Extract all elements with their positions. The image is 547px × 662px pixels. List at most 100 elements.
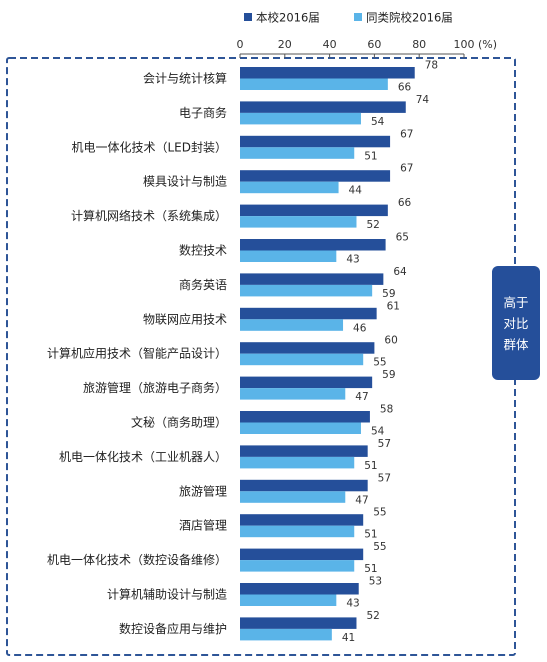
value-label: 65 xyxy=(396,232,409,244)
value-label: 78 xyxy=(425,60,438,72)
bar-peer xyxy=(240,628,332,641)
value-label: 46 xyxy=(353,322,367,334)
legend-label: 同类院校2016届 xyxy=(366,11,453,25)
x-axis-unit: (%) xyxy=(478,38,497,51)
bar-school xyxy=(240,170,391,182)
value-label: 61 xyxy=(387,300,400,312)
value-label: 53 xyxy=(369,576,382,588)
category-label: 酒店管理 xyxy=(179,518,227,533)
bar-peer xyxy=(240,284,373,297)
legend-label: 本校2016届 xyxy=(256,11,320,25)
bar-peer xyxy=(240,491,346,503)
category-label: 机电一体化技术（LED封装） xyxy=(71,140,227,154)
bar-peer xyxy=(240,525,355,538)
category-label: 数控技术 xyxy=(179,243,227,258)
value-label: 55 xyxy=(373,541,386,553)
bar-school xyxy=(240,101,406,113)
bar-school xyxy=(240,135,391,148)
bar-school xyxy=(240,307,377,320)
highlight-badge-text: 高于对比群体 xyxy=(503,294,529,352)
bar-school xyxy=(240,479,368,492)
category-label: 数控设备应用与维护 xyxy=(119,621,227,636)
category-label: 电子商务 xyxy=(179,105,227,120)
value-label: 44 xyxy=(349,185,363,197)
bar-school xyxy=(240,204,388,217)
value-label: 59 xyxy=(382,369,395,381)
bar-school xyxy=(240,67,415,79)
category-label: 旅游管理 xyxy=(179,483,227,498)
category-label: 计算机辅助设计与制造 xyxy=(107,587,227,602)
value-label: 67 xyxy=(400,128,413,140)
category-label: 计算机网络技术（系统集成） xyxy=(71,208,227,223)
bar-peer xyxy=(240,216,357,228)
bar-peer xyxy=(240,78,388,90)
bar-peer xyxy=(240,422,361,434)
bar-school xyxy=(240,548,364,561)
bar-peer xyxy=(240,147,355,159)
bar-school xyxy=(240,514,364,526)
bar-peer xyxy=(240,319,344,331)
bar-peer xyxy=(240,594,337,606)
bar-school xyxy=(240,342,375,354)
bars-group: 会计与统计核算 78 66 电子商务 74 54 机电一体化技术（LED封装） 67 51 模具设… xyxy=(47,60,438,644)
bar-peer xyxy=(240,181,339,194)
bar-school xyxy=(240,239,386,251)
x-tick-label: 100 xyxy=(454,38,475,51)
value-label: 57 xyxy=(378,472,391,484)
x-tick-label: 20 xyxy=(278,38,292,51)
x-tick-label: 60 xyxy=(367,38,381,51)
value-label: 57 xyxy=(378,438,391,450)
category-label: 文秘（商务助理） xyxy=(131,415,227,430)
category-label: 机电一体化技术（工业机器人） xyxy=(59,450,227,464)
value-label: 55 xyxy=(373,357,386,369)
value-label: 51 xyxy=(364,150,377,162)
value-label: 51 xyxy=(364,460,377,472)
x-tick-label: 0 xyxy=(237,38,244,51)
bar-peer xyxy=(240,456,355,469)
category-label: 旅游管理（旅游电子商务） xyxy=(83,380,227,395)
value-label: 47 xyxy=(355,494,368,506)
bar-peer xyxy=(240,353,364,366)
category-label: 物联网应用技术 xyxy=(143,311,227,326)
value-label: 47 xyxy=(355,391,368,403)
value-label: 67 xyxy=(400,163,413,175)
bar-peer xyxy=(240,112,361,125)
value-label: 60 xyxy=(384,335,397,347)
value-label: 54 xyxy=(371,426,385,438)
bar-peer xyxy=(240,388,346,400)
value-label: 64 xyxy=(393,266,407,278)
value-label: 52 xyxy=(366,610,379,622)
bar-school xyxy=(240,411,370,423)
highlight-badge: 高于对比群体 xyxy=(492,266,540,380)
value-label: 51 xyxy=(364,529,377,541)
legend-swatch xyxy=(244,13,252,21)
value-label: 55 xyxy=(373,507,386,519)
bar-school xyxy=(240,376,373,389)
value-label: 54 xyxy=(371,116,385,128)
category-label: 计算机应用技术（智能产品设计） xyxy=(47,346,227,361)
value-label: 43 xyxy=(346,598,359,610)
category-label: 会计与统计核算 xyxy=(143,71,227,86)
category-label: 机电一体化技术（数控设备维修） xyxy=(47,552,227,567)
value-label: 74 xyxy=(416,94,430,106)
value-label: 43 xyxy=(346,254,359,266)
value-label: 59 xyxy=(382,288,395,300)
value-label: 66 xyxy=(398,82,412,94)
bar-school xyxy=(240,583,359,595)
category-label: 模具设计与制造 xyxy=(143,175,227,189)
bar-peer xyxy=(240,250,337,262)
bar-school xyxy=(240,617,357,629)
category-label: 商务英语 xyxy=(179,277,227,292)
bar-school xyxy=(240,445,368,457)
x-tick-label: 40 xyxy=(323,38,337,51)
value-label: 52 xyxy=(366,219,379,231)
bar-school xyxy=(240,273,384,285)
value-label: 41 xyxy=(342,632,355,644)
legend: 本校2016届 同类院校2016届 xyxy=(244,11,453,25)
value-label: 58 xyxy=(380,404,393,416)
value-label: 51 xyxy=(364,563,377,575)
legend-swatch xyxy=(354,13,362,21)
x-tick-label: 80 xyxy=(412,38,426,51)
x-axis: 0 20 40 60 80 100 (%) xyxy=(237,38,497,58)
